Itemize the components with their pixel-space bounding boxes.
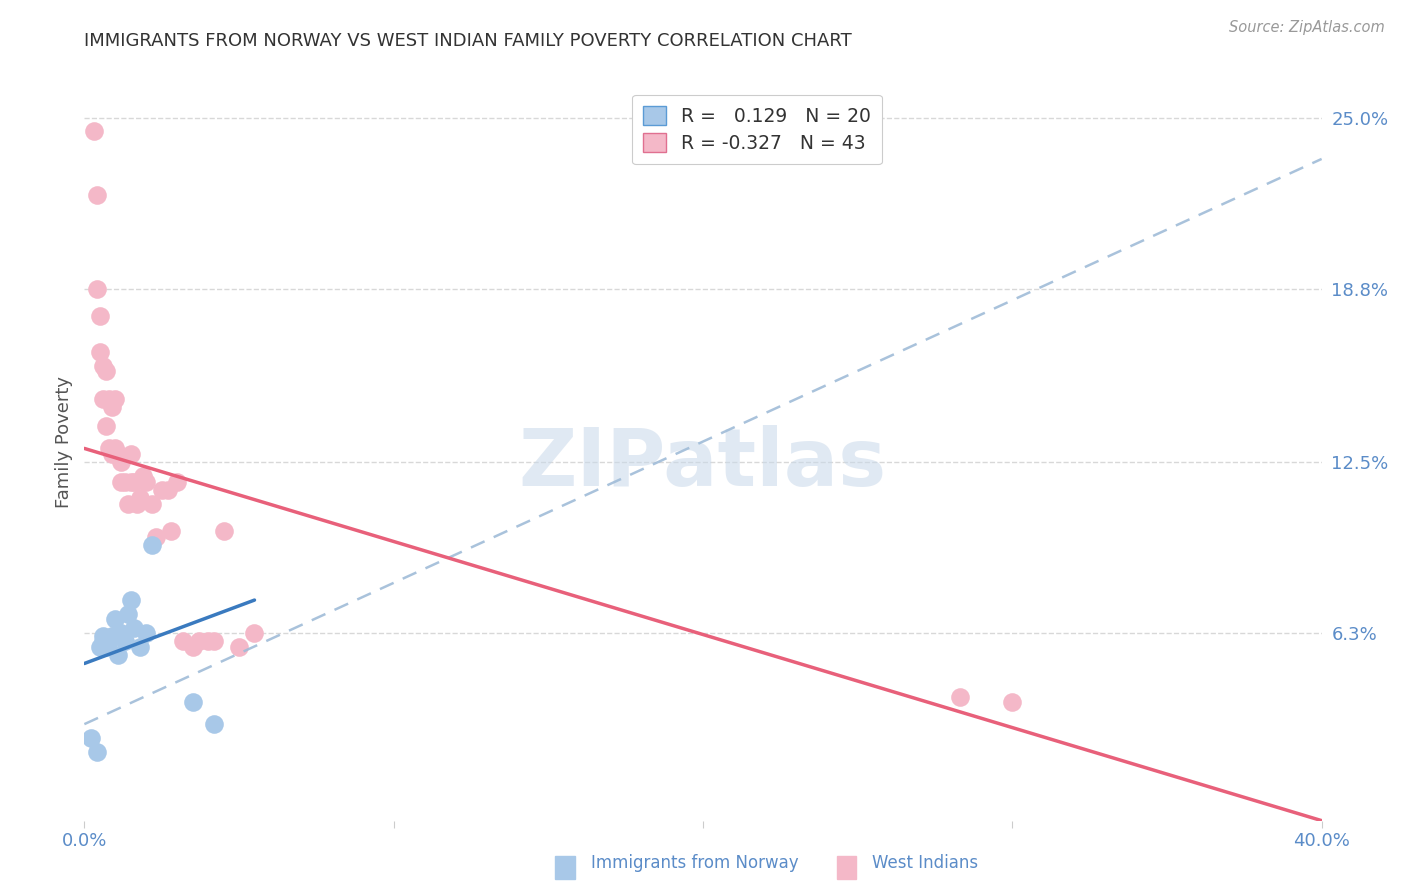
- Point: [166, 475, 188, 489]
- Point: [101, 447, 124, 461]
- Point: [117, 497, 139, 511]
- Point: [91, 634, 114, 648]
- Point: [91, 359, 114, 373]
- Point: [89, 640, 111, 654]
- Point: [135, 626, 157, 640]
- Point: [91, 629, 114, 643]
- Point: [94, 419, 117, 434]
- Text: ZIPatlas: ZIPatlas: [519, 425, 887, 503]
- Point: [101, 400, 124, 414]
- Y-axis label: Family Poverty: Family Poverty: [55, 376, 73, 508]
- Point: [122, 621, 145, 635]
- Point: [110, 455, 132, 469]
- Point: [181, 695, 204, 709]
- Point: [98, 442, 121, 456]
- Point: [110, 475, 132, 489]
- Text: Source: ZipAtlas.com: Source: ZipAtlas.com: [1229, 20, 1385, 35]
- Point: [202, 717, 225, 731]
- Point: [156, 483, 179, 497]
- Point: [228, 640, 250, 654]
- Point: [187, 634, 209, 648]
- Text: West Indians: West Indians: [872, 855, 977, 872]
- Point: [120, 447, 142, 461]
- Point: [150, 483, 173, 497]
- Point: [125, 497, 148, 511]
- Point: [89, 345, 111, 359]
- Legend: R =   0.129   N = 20, R = -0.327   N = 43: R = 0.129 N = 20, R = -0.327 N = 43: [631, 95, 882, 164]
- Point: [141, 497, 163, 511]
- Point: [94, 364, 117, 378]
- Point: [79, 731, 101, 745]
- Point: [181, 640, 204, 654]
- Point: [117, 607, 139, 621]
- Point: [160, 524, 183, 538]
- Point: [120, 475, 142, 489]
- Point: [104, 442, 127, 456]
- Point: [172, 634, 194, 648]
- Point: [91, 392, 114, 406]
- Point: [141, 538, 163, 552]
- Point: [949, 690, 972, 704]
- Point: [107, 648, 129, 663]
- Point: [101, 629, 124, 643]
- Point: [1001, 695, 1024, 709]
- Point: [86, 745, 108, 759]
- Text: Immigrants from Norway: Immigrants from Norway: [591, 855, 799, 872]
- Point: [122, 475, 145, 489]
- Point: [132, 469, 155, 483]
- Point: [135, 475, 157, 489]
- Point: [145, 530, 167, 544]
- Point: [104, 612, 127, 626]
- Text: IMMIGRANTS FROM NORWAY VS WEST INDIAN FAMILY POVERTY CORRELATION CHART: IMMIGRANTS FROM NORWAY VS WEST INDIAN FA…: [84, 32, 852, 50]
- Point: [107, 447, 129, 461]
- Point: [110, 626, 132, 640]
- Point: [104, 392, 127, 406]
- Point: [212, 524, 235, 538]
- Point: [114, 634, 136, 648]
- Point: [129, 640, 152, 654]
- Point: [197, 634, 219, 648]
- Point: [202, 634, 225, 648]
- Point: [98, 392, 121, 406]
- Point: [98, 634, 121, 648]
- Point: [83, 124, 105, 138]
- Point: [129, 491, 152, 505]
- Point: [243, 626, 266, 640]
- Point: [86, 281, 108, 295]
- Point: [86, 187, 108, 202]
- Point: [120, 593, 142, 607]
- Point: [89, 309, 111, 323]
- Point: [94, 640, 117, 654]
- Point: [114, 475, 136, 489]
